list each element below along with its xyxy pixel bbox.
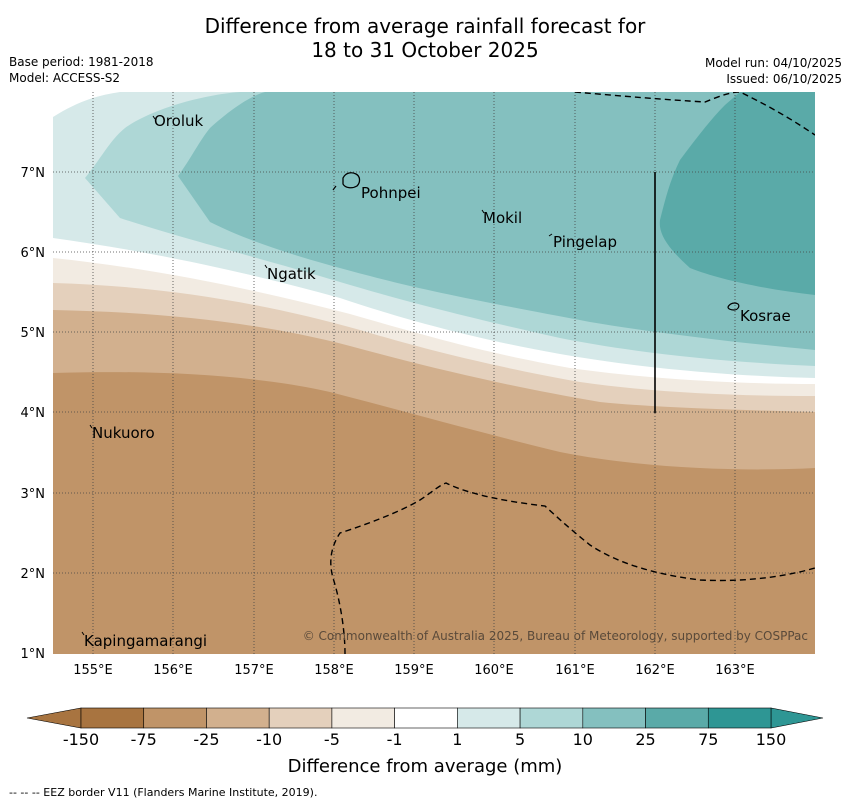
meta-left: Base period: 1981-2018 Model: ACCESS-S2 [9, 54, 154, 86]
colorbar-tick-label: 5 [514, 730, 526, 749]
lat-label: 6°N [21, 246, 46, 261]
colorbar-arrow-low [26, 707, 82, 729]
colorbar-swatch [80, 707, 145, 729]
lat-label: 2°N [21, 567, 46, 582]
place-mokil: Mokil [483, 209, 522, 227]
chart-title: Difference from average rainfall forecas… [0, 14, 850, 62]
place-oroluk: Oroluk [154, 112, 203, 130]
colorbar-arrow-high [770, 707, 824, 729]
colorbar-tick-label: 25 [635, 730, 656, 749]
longitude-labels: 155°E 156°E 157°E 158°E 159°E 160°E 161°… [73, 663, 755, 678]
lon-label: 156°E [153, 663, 193, 678]
colorbar-swatch [519, 707, 584, 729]
meta-right: Model run: 04/10/2025 Issued: 06/10/2025 [705, 55, 842, 87]
colorbar-swatch [331, 707, 395, 729]
lon-label: 159°E [394, 663, 434, 678]
issued-date: Issued: 06/10/2025 [726, 72, 842, 86]
latitude-labels: 7°N 6°N 5°N 4°N 3°N 2°N 1°N [21, 166, 46, 662]
lat-label: 4°N [21, 406, 46, 421]
colorbar-swatch [582, 707, 646, 729]
place-nukuoro: Nukuoro [92, 424, 155, 442]
lon-label: 160°E [474, 663, 514, 678]
copyright-notice: © Commonwealth of Australia 2025, Bureau… [303, 629, 808, 643]
colorbar-tick-label: -1 [386, 730, 403, 749]
place-ngatik: Ngatik [267, 265, 316, 283]
colorbar [26, 707, 824, 729]
colorbar-tick-label: -10 [256, 730, 283, 749]
lat-label: 5°N [21, 326, 46, 341]
colorbar-tick-label: -5 [323, 730, 340, 749]
colorbar-swatch [645, 707, 709, 729]
model-run: Model run: 04/10/2025 [704, 56, 842, 70]
colorbar-title: Difference from average (mm) [287, 756, 563, 777]
lon-label: 158°E [314, 663, 354, 678]
lat-label: 3°N [21, 487, 46, 502]
colorbar-tick-label: -75 [130, 730, 157, 749]
colorbar-swatch [457, 707, 521, 729]
title-line-2: 18 to 31 October 2025 [311, 38, 539, 62]
colorbar-swatch [394, 707, 458, 729]
lon-label: 162°E [635, 663, 675, 678]
colorbar-tick-label: -25 [193, 730, 220, 749]
eez-footnote: -- -- -- EEZ border V11 (Flanders Marine… [9, 786, 318, 799]
place-pingelap: Pingelap [553, 233, 617, 251]
lat-label: 7°N [21, 166, 46, 181]
colorbar-swatch [143, 707, 207, 729]
lon-label: 157°E [234, 663, 274, 678]
colorbar-tick-label: -150 [62, 730, 100, 749]
lat-label: 1°N [21, 647, 46, 662]
kosrae-island-icon [727, 302, 740, 311]
base-period: Base period: 1981-2018 [9, 55, 154, 69]
eez-border [330, 92, 815, 654]
colorbar-tick-label: 10 [572, 730, 593, 749]
lon-label: 155°E [73, 663, 113, 678]
lon-label: 163°E [715, 663, 755, 678]
lon-label: 161°E [555, 663, 595, 678]
colorbar-tick-label: 75 [698, 730, 719, 749]
place-kosrae: Kosrae [740, 307, 791, 325]
map-fill-bands: Oroluk Pohnpei Mokil Pingelap Ngatik Kos… [53, 92, 815, 654]
model-name: Model: ACCESS-S2 [9, 71, 121, 85]
place-kapingamarangi: Kapingamarangi [84, 632, 207, 650]
place-pohnpei: Pohnpei [361, 184, 421, 202]
band-plus-25 [659, 92, 815, 295]
colorbar-swatch [707, 707, 772, 729]
colorbar-swatch [268, 707, 333, 729]
colorbar-swatch [206, 707, 270, 729]
pohnpei-island-icon [342, 172, 361, 189]
colorbar-tick-label: 150 [755, 730, 787, 749]
colorbar-tick-label: 1 [452, 730, 463, 749]
title-line-1: Difference from average rainfall forecas… [204, 14, 646, 38]
graticule [53, 92, 815, 654]
